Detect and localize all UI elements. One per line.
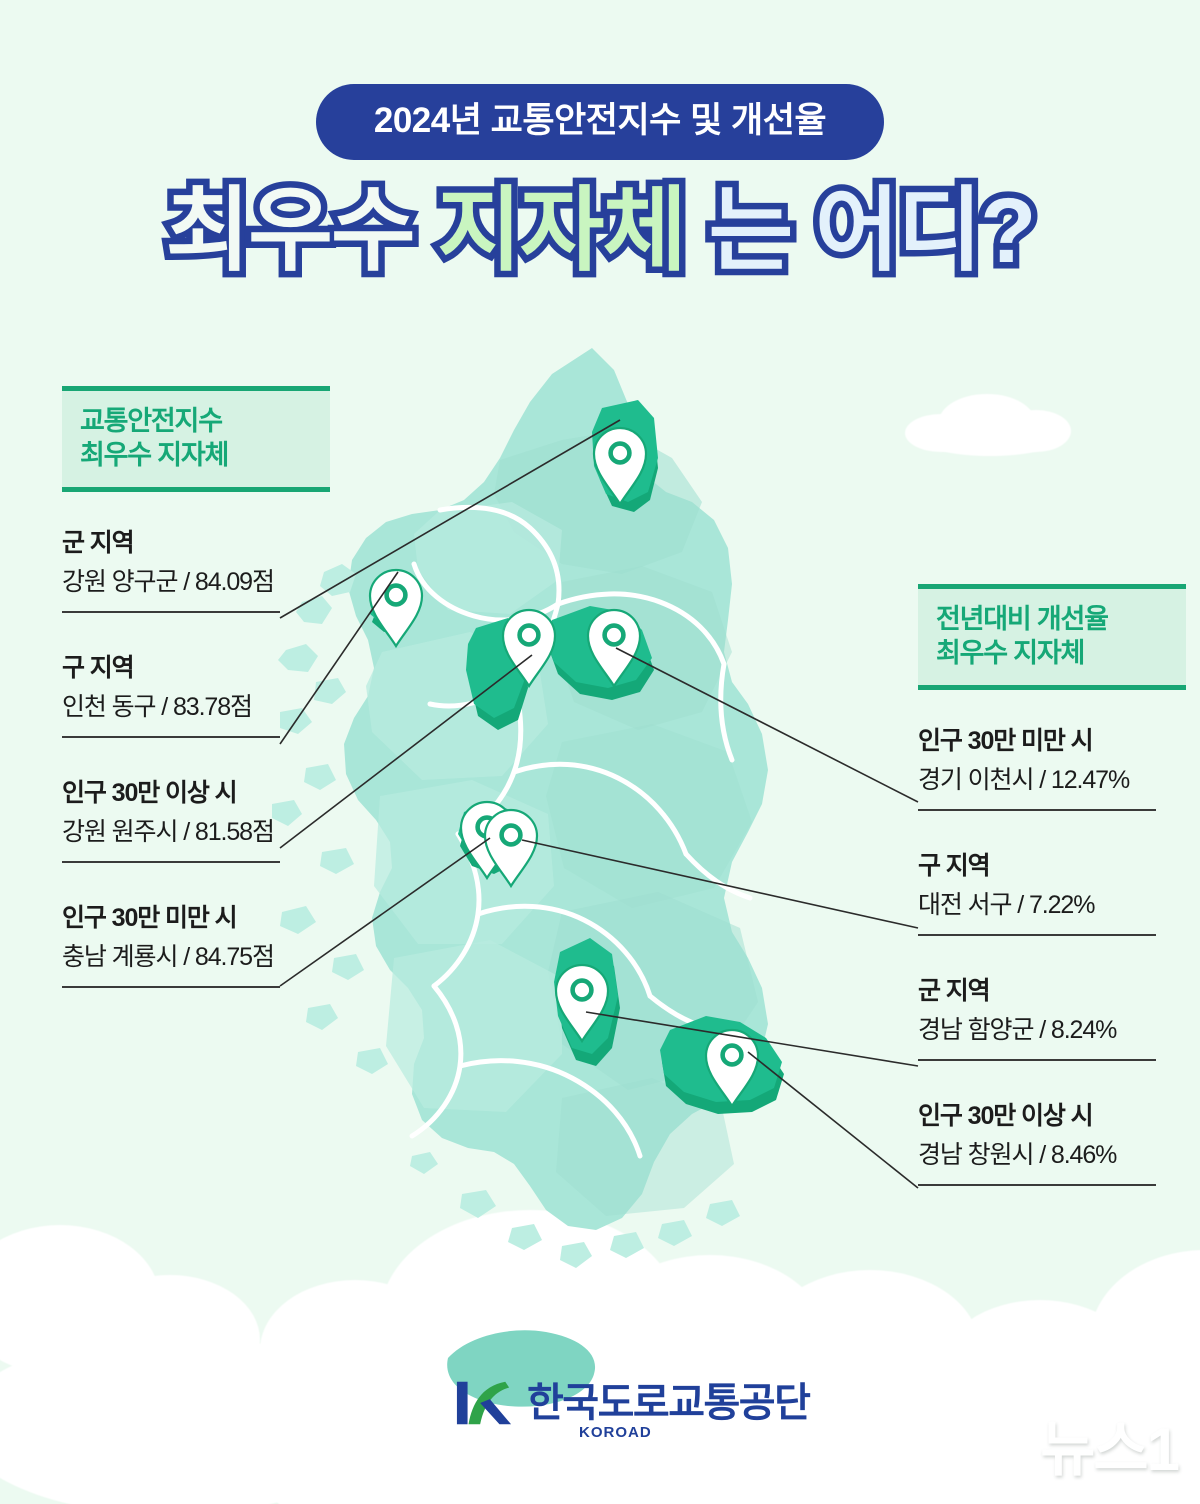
item-value: 경기 이천시 / 12.47% bbox=[918, 766, 1130, 795]
map-landmass bbox=[272, 348, 768, 1268]
list-item[interactable]: 군 지역 강원 양구군 / 84.09점 bbox=[62, 528, 330, 614]
item-category: 군 지역 bbox=[62, 529, 135, 558]
koroad-logo: 한국도로교통공단 KOROAD bbox=[455, 1374, 811, 1440]
panel-traffic-safety-index: 교통안전지수 최우수 지자체 군 지역 강원 양구군 / 84.09점 구 지역… bbox=[62, 386, 330, 1028]
item-category: 인구 30만 미만 시 bbox=[918, 727, 1094, 756]
koroad-sub: KOROAD bbox=[579, 1424, 652, 1441]
item-value: 경남 함양군 / 8.24% bbox=[918, 1016, 1117, 1045]
koroad-name: 한국도로교통공단 bbox=[527, 1381, 811, 1425]
panel-improvement-rate: 전년대비 개선율 최우수 지자체 인구 30만 미만 시 경기 이천시 / 12… bbox=[918, 584, 1186, 1226]
list-item[interactable]: 인구 30만 이상 시 강원 원주시 / 81.58점 bbox=[62, 778, 330, 864]
list-item[interactable]: 인구 30만 미만 시 충남 계룡시 / 84.75점 bbox=[62, 903, 330, 989]
item-category: 구 지역 bbox=[918, 852, 991, 881]
header: 2024년 교통안전지수 및 개선율 최우수 지자체 는 어디? bbox=[0, 0, 1200, 288]
list-item[interactable]: 인구 30만 이상 시 경남 창원시 / 8.46% bbox=[918, 1101, 1186, 1187]
item-category: 인구 30만 미만 시 bbox=[62, 904, 238, 933]
title-part-3: 는 어디? bbox=[702, 175, 1043, 288]
subtitle-badge: 2024년 교통안전지수 및 개선율 bbox=[315, 84, 885, 160]
item-value: 강원 양구군 / 84.09점 bbox=[62, 568, 275, 597]
region-jeju bbox=[447, 1330, 596, 1407]
item-value: 강원 원주시 / 81.58점 bbox=[62, 818, 275, 847]
news1-watermark: 뉴스1 bbox=[1040, 1416, 1180, 1483]
list-item[interactable]: 인구 30만 미만 시 경기 이천시 / 12.47% bbox=[918, 726, 1186, 812]
korea-map bbox=[262, 348, 942, 1407]
title-part-1: 최우수 bbox=[159, 175, 422, 288]
item-category: 인구 30만 이상 시 bbox=[62, 779, 238, 808]
panel-left-heading: 교통안전지수 최우수 지자체 bbox=[62, 386, 330, 493]
list-item[interactable]: 군 지역 경남 함양군 / 8.24% bbox=[918, 976, 1186, 1062]
item-value: 경남 창원시 / 8.46% bbox=[918, 1141, 1117, 1170]
item-value: 대전 서구 / 7.22% bbox=[918, 891, 1095, 920]
panel-right-items: 인구 30만 미만 시 경기 이천시 / 12.47% 구 지역 대전 서구 /… bbox=[918, 726, 1186, 1187]
panel-left-items: 군 지역 강원 양구군 / 84.09점 구 지역 인천 동구 / 83.78점… bbox=[62, 528, 330, 989]
panel-right-heading: 전년대비 개선율 최우수 지자체 bbox=[918, 584, 1186, 691]
item-category: 인구 30만 이상 시 bbox=[918, 1102, 1094, 1131]
footer: 한국도로교통공단 KOROAD 뉴스1 bbox=[0, 1354, 1200, 1504]
item-category: 군 지역 bbox=[918, 977, 991, 1006]
item-value: 인천 동구 / 83.78점 bbox=[62, 693, 253, 722]
koroad-logo-text: 한국도로교통공단 KOROAD bbox=[527, 1381, 811, 1440]
list-item[interactable]: 구 지역 인천 동구 / 83.78점 bbox=[62, 653, 330, 739]
item-category: 구 지역 bbox=[62, 654, 135, 683]
title-part-2: 지자체 bbox=[431, 175, 694, 288]
list-item[interactable]: 구 지역 대전 서구 / 7.22% bbox=[918, 851, 1186, 937]
koroad-logo-icon bbox=[456, 1381, 512, 1425]
item-value: 충남 계룡시 / 84.75점 bbox=[62, 943, 275, 972]
page-title: 최우수 지자체 는 어디? bbox=[0, 175, 1200, 288]
